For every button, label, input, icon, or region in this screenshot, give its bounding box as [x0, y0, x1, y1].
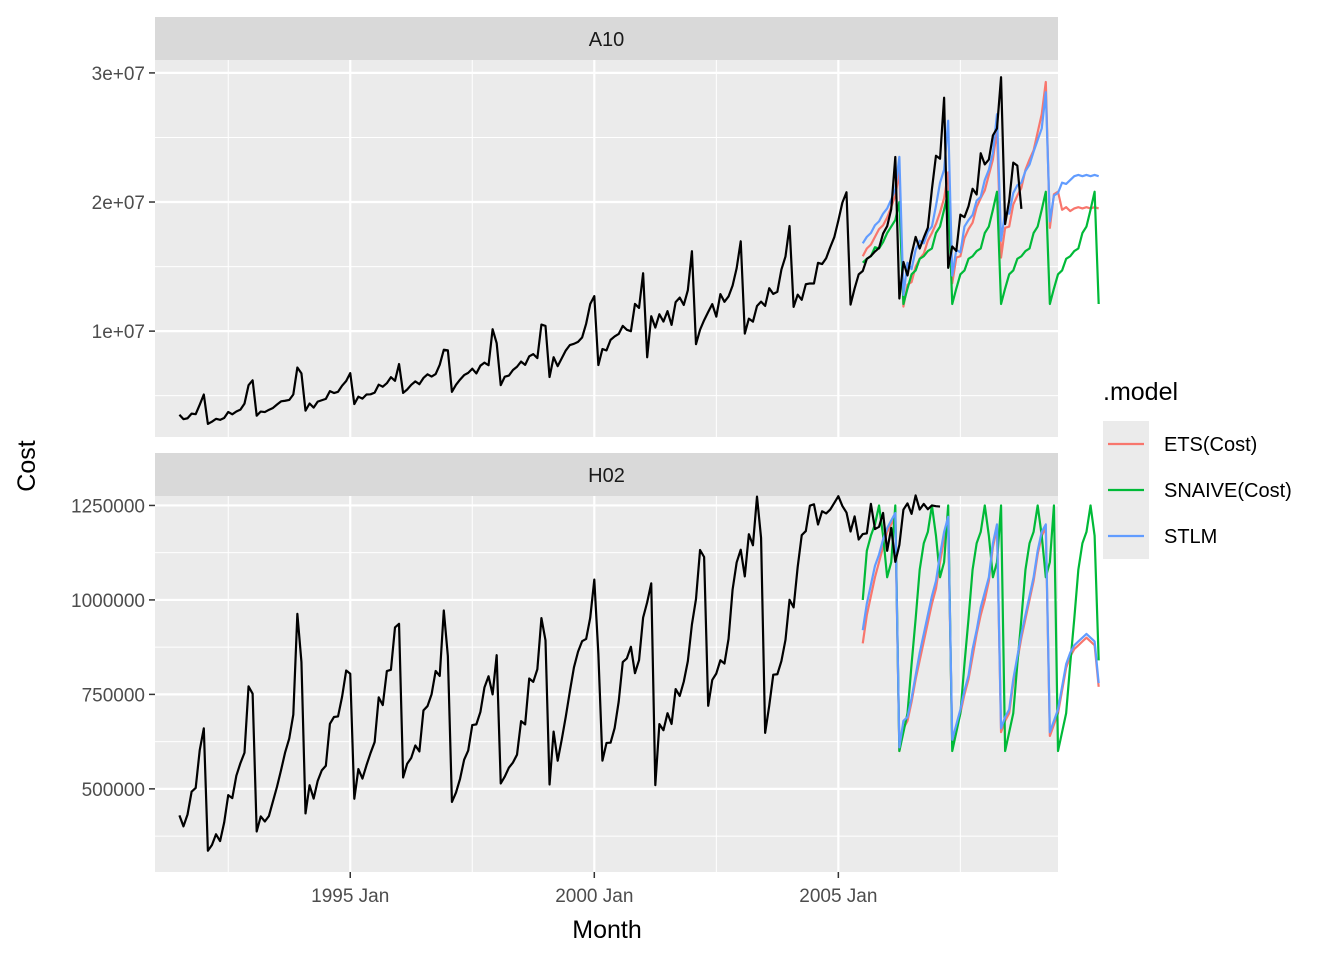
y-tick-label: 3e+07 — [92, 64, 145, 85]
legend-title: .model — [1103, 378, 1178, 406]
panels-layer: A10 1e+07 2e+07 3e+07 H02 500000 750000 1000000… — [71, 17, 1100, 907]
actual-series-line — [178, 494, 941, 852]
x-axis-title: Month — [572, 916, 641, 944]
y-axis-title: Cost — [13, 440, 41, 491]
x-tick-label: 2005 Jan — [799, 886, 877, 907]
forecast-line-stlm — [861, 91, 1100, 297]
legend-label: STLM — [1164, 526, 1217, 548]
facet-strip — [155, 17, 1058, 60]
facet-strip — [155, 453, 1058, 496]
facet-strip-label: H02 — [588, 465, 625, 487]
legend-entry: SNAIVE(Cost) — [1103, 467, 1292, 513]
panel-h02: H02 500000 750000 1000000 1250000 1995 Jan 200… — [71, 453, 1100, 907]
legend-entries: ETS(Cost) SNAIVE(Cost) STLM — [1103, 421, 1292, 559]
y-tick-label: 500000 — [82, 780, 145, 801]
actual-series-line — [178, 76, 1023, 425]
y-tick-label: 1250000 — [71, 496, 145, 517]
panel-a10: A10 1e+07 2e+07 3e+07 — [92, 17, 1100, 437]
legend-entry: ETS(Cost) — [1103, 421, 1257, 467]
y-tick-label: 2e+07 — [92, 193, 145, 214]
y-tick-label: 1000000 — [71, 591, 145, 612]
facet-strip-label: A10 — [589, 29, 625, 51]
x-tick-label: 2000 Jan — [555, 886, 633, 907]
legend-label: SNAIVE(Cost) — [1164, 480, 1292, 502]
forecast-line-snaive-cost — [861, 504, 1100, 753]
plot-background — [155, 60, 1058, 437]
legend: .model ETS(Cost) SNAIVE(Cost) STLM — [1103, 378, 1292, 559]
legend-label: ETS(Cost) — [1164, 434, 1257, 456]
y-tick-label: 1e+07 — [92, 322, 145, 343]
y-tick-label: 750000 — [82, 685, 145, 706]
x-tick-label: 1995 Jan — [311, 886, 389, 907]
legend-entry: STLM — [1103, 513, 1217, 559]
forecast-line-stlm — [861, 511, 1100, 749]
